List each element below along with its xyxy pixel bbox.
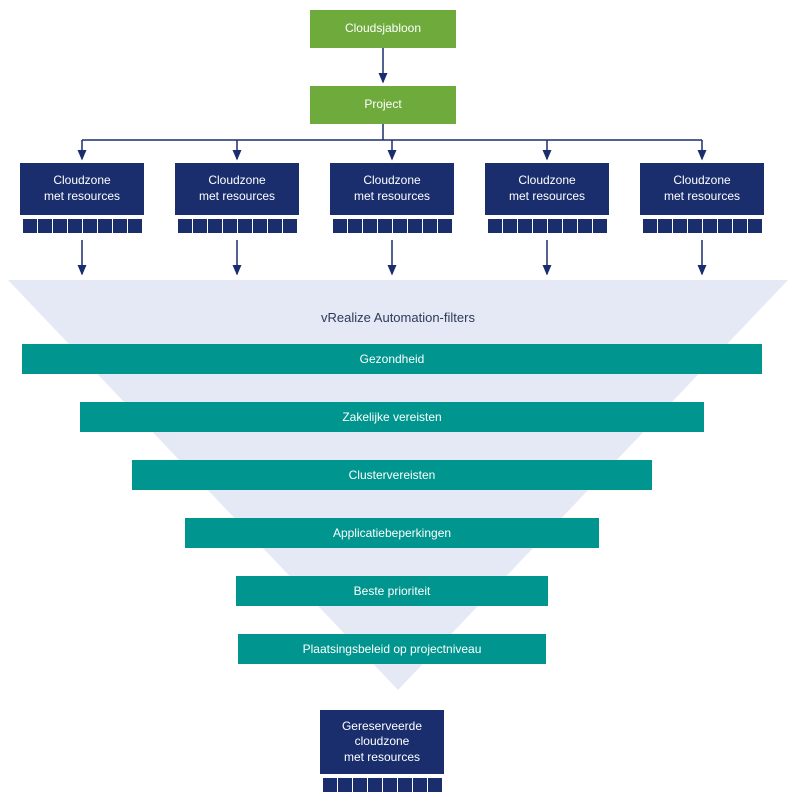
cloudzone-box: Cloudzonemet resources (485, 163, 609, 215)
reserved-label: Gereserveerde cloudzone met resources (342, 719, 422, 766)
resource-box (83, 219, 97, 233)
resource-box (238, 219, 252, 233)
resource-box (733, 219, 747, 233)
resource-box (338, 778, 352, 792)
cloudzone-box: Cloudzonemet resources (20, 163, 144, 215)
resource-box (658, 219, 672, 233)
resource-box (643, 219, 657, 233)
resource-box (378, 219, 392, 233)
resource-box (488, 219, 502, 233)
resource-box (68, 219, 82, 233)
cloudzone-label: Cloudzonemet resources (199, 173, 275, 204)
resource-box (348, 219, 362, 233)
resource-box (423, 219, 437, 233)
filter-label: Plaatsingsbeleid op projectniveau (303, 642, 482, 656)
resource-box (413, 778, 427, 792)
resource-box (688, 219, 702, 233)
filter-bar: Plaatsingsbeleid op projectniveau (238, 634, 546, 664)
filter-label: Clustervereisten (349, 468, 436, 482)
reserved-cloudzone-box: Gereserveerde cloudzone met resources (320, 710, 444, 774)
resource-box (223, 219, 237, 233)
resource-box (548, 219, 562, 233)
resource-box (333, 219, 347, 233)
resource-box (323, 778, 337, 792)
resource-box (253, 219, 267, 233)
filter-label: Gezondheid (360, 352, 425, 366)
resource-box (748, 219, 762, 233)
reserved-resource-boxes (323, 778, 442, 792)
filter-bar: Beste prioriteit (236, 576, 548, 606)
resource-box (428, 778, 442, 792)
resource-box (673, 219, 687, 233)
resource-box (363, 219, 377, 233)
cloudzone-label: Cloudzonemet resources (664, 173, 740, 204)
resource-boxes (23, 219, 142, 233)
filter-label: Applicatiebeperkingen (333, 526, 451, 540)
resource-box (408, 219, 422, 233)
resource-box (23, 219, 37, 233)
resource-boxes (178, 219, 297, 233)
filter-label: Beste prioriteit (354, 584, 431, 598)
resource-box (438, 219, 452, 233)
resource-boxes (488, 219, 607, 233)
resource-box (53, 219, 67, 233)
resource-box (178, 219, 192, 233)
resource-box (518, 219, 532, 233)
project-label: Project (364, 97, 401, 113)
resource-box (578, 219, 592, 233)
filter-bar: Zakelijke vereisten (80, 402, 704, 432)
cloudzone-label: Cloudzonemet resources (509, 173, 585, 204)
cloudzone-label: Cloudzonemet resources (354, 173, 430, 204)
cloudzone-label: Cloudzonemet resources (44, 173, 120, 204)
filter-bar: Gezondheid (22, 344, 762, 374)
resource-box (593, 219, 607, 233)
resource-box (383, 778, 397, 792)
resource-box (353, 778, 367, 792)
resource-box (98, 219, 112, 233)
resource-box (718, 219, 732, 233)
cloudsjabloon-box: Cloudsjabloon (310, 10, 456, 48)
cloudzone-box: Cloudzonemet resources (640, 163, 764, 215)
resource-box (268, 219, 282, 233)
resource-box (563, 219, 577, 233)
resource-box (393, 219, 407, 233)
resource-box (283, 219, 297, 233)
resource-box (128, 219, 142, 233)
filter-label: Zakelijke vereisten (342, 410, 441, 424)
cloudzone-box: Cloudzonemet resources (330, 163, 454, 215)
resource-box (503, 219, 517, 233)
cloudsjabloon-label: Cloudsjabloon (345, 21, 421, 37)
resource-box (368, 778, 382, 792)
cloudzone-box: Cloudzonemet resources (175, 163, 299, 215)
project-box: Project (310, 86, 456, 124)
resource-box (38, 219, 52, 233)
resource-box (193, 219, 207, 233)
filter-bar: Clustervereisten (132, 460, 652, 490)
resource-boxes (643, 219, 762, 233)
resource-box (703, 219, 717, 233)
resource-box (533, 219, 547, 233)
resource-boxes (333, 219, 452, 233)
resource-box (113, 219, 127, 233)
filter-bar: Applicatiebeperkingen (185, 518, 599, 548)
resource-box (398, 778, 412, 792)
funnel-title: vRealize Automation-filters (0, 310, 796, 325)
resource-box (208, 219, 222, 233)
